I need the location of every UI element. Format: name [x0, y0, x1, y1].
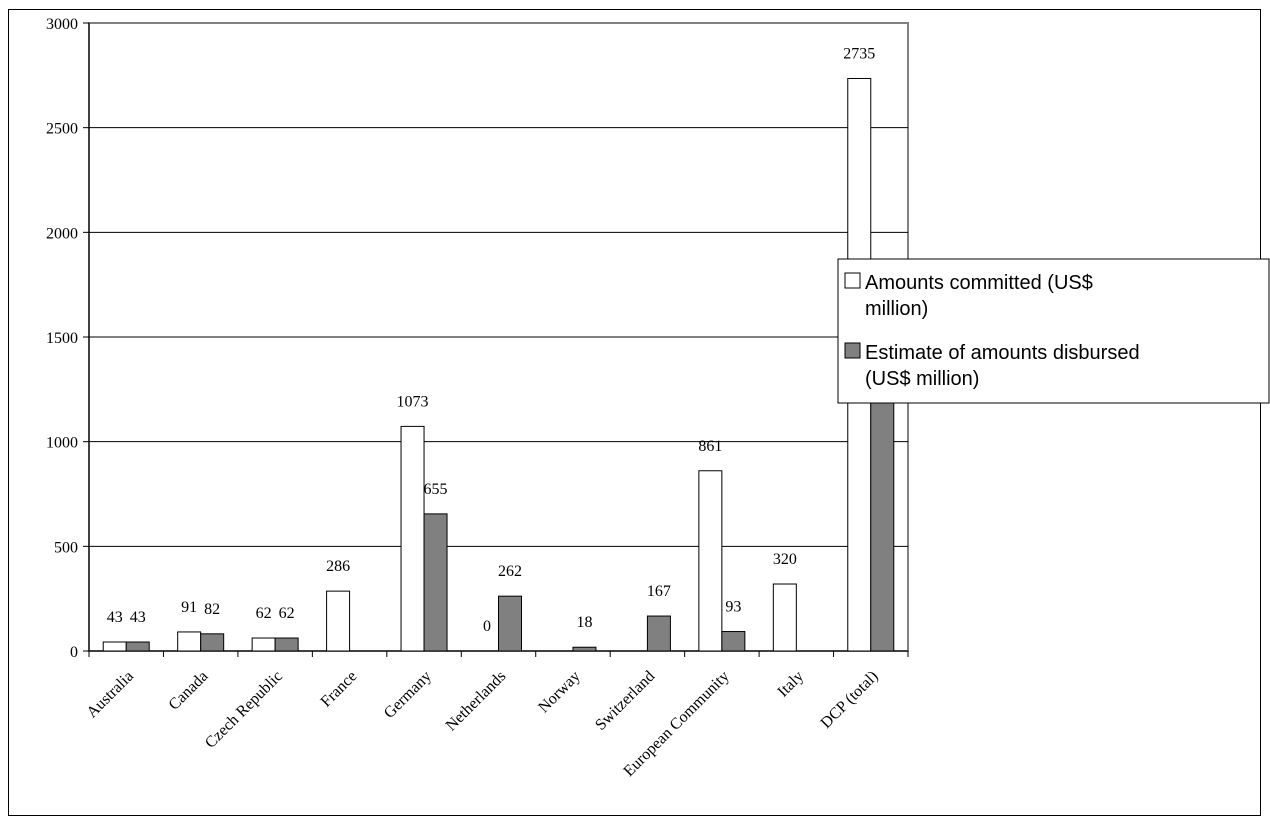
- disbursed-bar: [870, 378, 895, 652]
- data-label: 62: [279, 605, 295, 622]
- x-tick-label: Switzerland: [592, 668, 658, 734]
- disbursed-bar: [200, 633, 225, 652]
- x-tick-label: Canada: [166, 668, 212, 714]
- legend-label: Estimate of amounts disbursed: [865, 342, 1140, 364]
- data-label: 43: [130, 609, 146, 626]
- disbursed-bar: [646, 615, 671, 652]
- committed-bar: [177, 631, 202, 652]
- data-label: 167: [647, 583, 671, 600]
- committed-bar: [102, 641, 127, 652]
- gridlines: [89, 127, 908, 547]
- x-tick-label: Australia: [84, 668, 137, 721]
- x-tick-label: Italy: [774, 668, 807, 701]
- chart-frame: [8, 9, 1261, 816]
- data-label: 2735: [843, 45, 875, 62]
- data-label: 1073: [397, 393, 429, 410]
- x-tick-label: Norway: [535, 668, 583, 716]
- y-tick-label: 0: [70, 644, 78, 661]
- disbursed-bar: [274, 637, 299, 652]
- y-tick-label: 1000: [46, 435, 78, 452]
- disbursed-bar: [498, 595, 522, 652]
- y-tick-label: 2000: [46, 225, 78, 242]
- data-label: 861: [698, 438, 722, 455]
- x-tick-label: Germany: [381, 668, 435, 722]
- committed-bar: [400, 425, 425, 652]
- legend: Amounts committed (US$ million) Estimate o…: [837, 258, 1270, 404]
- x-tick-label: France: [318, 668, 361, 711]
- legend-label: million): [865, 298, 928, 320]
- y-tick-label: 3000: [46, 16, 78, 33]
- disbursed-bar: [721, 631, 746, 652]
- legend-box: [837, 258, 1270, 404]
- legend-label: Amounts committed (US$: [865, 272, 1093, 294]
- data-label: 320: [773, 551, 797, 568]
- committed-bar: [772, 583, 797, 652]
- legend-label: (US$ million): [865, 368, 979, 390]
- data-label: 43: [107, 609, 123, 626]
- bars: 43 91 62 286 1073 0 861 320 2735 43 82 62 655 262 18 16…: [102, 45, 895, 652]
- disbursed-bar: [572, 646, 597, 652]
- data-label: 82: [204, 601, 220, 618]
- legend-swatch: [844, 272, 861, 289]
- y-tick-label: 1500: [46, 330, 78, 347]
- data-label: 286: [326, 558, 350, 575]
- committed-bar: [326, 590, 351, 652]
- disbursed-bar: [423, 513, 448, 652]
- x-tick-label: Netherlands: [443, 668, 510, 735]
- x-tick-label: Czech Republic: [202, 668, 286, 752]
- data-label: 62: [256, 605, 272, 622]
- data-label: 93: [725, 599, 741, 616]
- data-label: 0: [483, 618, 491, 635]
- legend-swatch: [844, 342, 861, 359]
- x-tick-label: DCP (total): [818, 668, 882, 732]
- disbursed-bar: [125, 641, 150, 652]
- data-label: 655: [424, 481, 448, 498]
- data-label: 262: [498, 563, 522, 580]
- committed-bar: [251, 637, 276, 652]
- y-tick-label: 500: [54, 539, 78, 556]
- committed-bar: [698, 470, 723, 652]
- data-label: 91: [181, 599, 197, 616]
- y-axis: 0 500 1000 1500 2000 2500 3000: [46, 16, 90, 661]
- y-tick-label: 2500: [46, 121, 78, 138]
- data-label: 18: [576, 614, 592, 631]
